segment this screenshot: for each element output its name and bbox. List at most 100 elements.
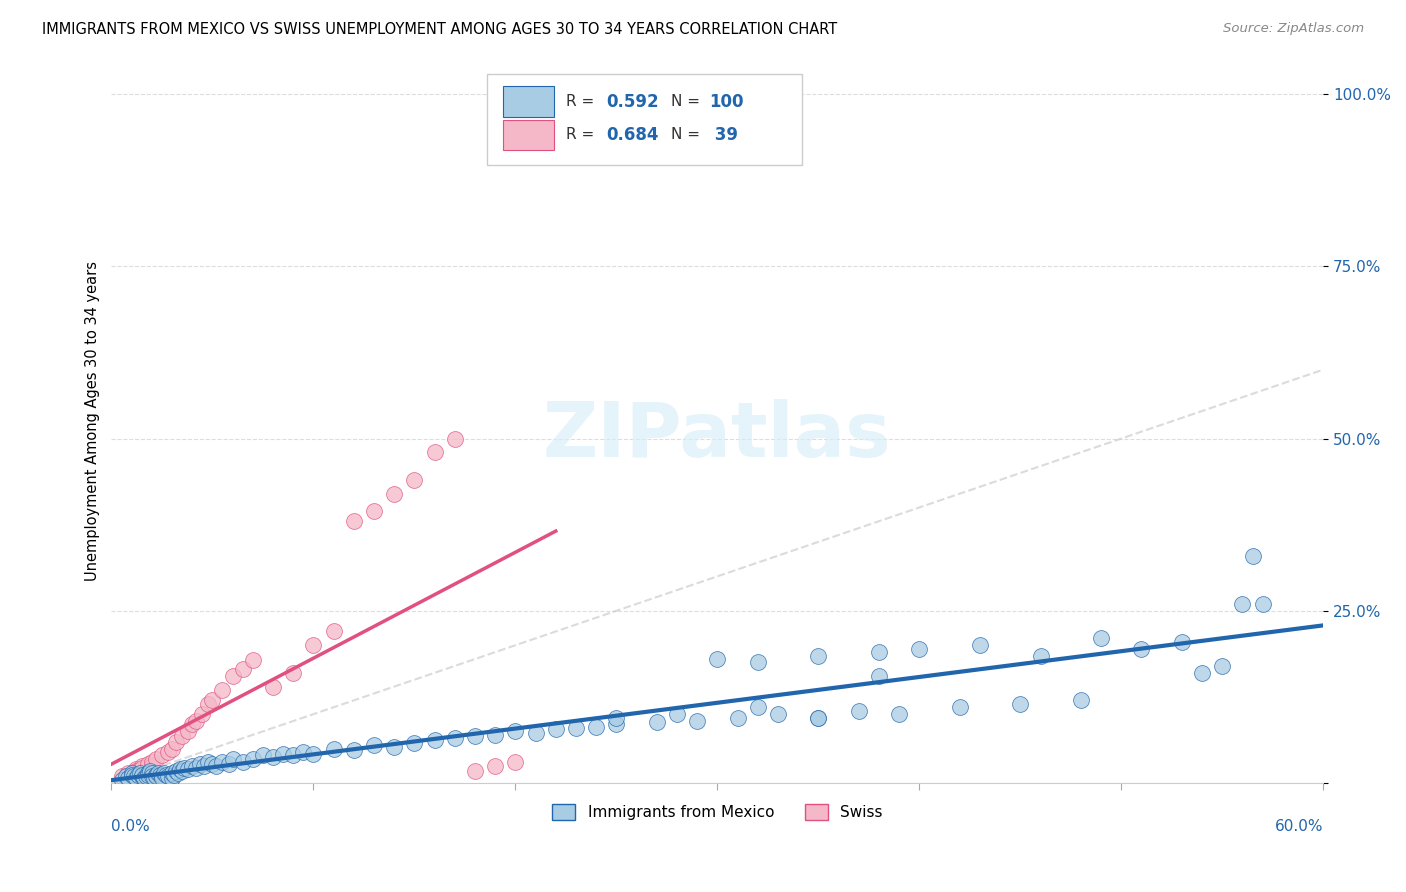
Point	[1029, 648, 1052, 663]
Point	[136, 756, 159, 771]
Point	[197, 756, 219, 770]
Point	[211, 756, 233, 770]
Point	[110, 772, 132, 787]
Point	[404, 736, 426, 750]
Text: 60.0%: 60.0%	[1275, 819, 1323, 834]
Point	[145, 768, 167, 782]
Point	[131, 759, 153, 773]
Point	[747, 700, 769, 714]
Point	[121, 768, 143, 782]
Point	[363, 504, 385, 518]
Point	[807, 710, 830, 724]
Point	[969, 638, 991, 652]
Point	[160, 765, 183, 780]
Point	[505, 724, 527, 739]
Point	[1232, 597, 1254, 611]
Point	[197, 697, 219, 711]
Point	[114, 769, 136, 783]
Point	[343, 514, 366, 528]
Point	[252, 748, 274, 763]
Point	[262, 750, 284, 764]
Legend: Immigrants from Mexico, Swiss: Immigrants from Mexico, Swiss	[547, 797, 889, 826]
Point	[283, 665, 305, 680]
Text: N =: N =	[671, 94, 706, 109]
Point	[322, 624, 344, 639]
Point	[132, 771, 155, 785]
Point	[121, 768, 143, 782]
Point	[232, 756, 254, 770]
Point	[524, 726, 547, 740]
Point	[949, 700, 972, 714]
Point	[382, 486, 405, 500]
Point	[283, 748, 305, 763]
Text: 0.592: 0.592	[606, 93, 658, 111]
Point	[908, 641, 931, 656]
Point	[145, 752, 167, 766]
Point	[404, 473, 426, 487]
Point	[605, 717, 627, 731]
Point	[124, 771, 146, 785]
Point	[186, 714, 208, 728]
Point	[868, 669, 890, 683]
Point	[172, 764, 194, 778]
Point	[1191, 665, 1213, 680]
Text: R =: R =	[565, 128, 599, 143]
Y-axis label: Unemployment Among Ages 30 to 34 years: Unemployment Among Ages 30 to 34 years	[86, 261, 100, 582]
Point	[464, 764, 486, 778]
Point	[706, 652, 728, 666]
Point	[1070, 693, 1092, 707]
Text: R =: R =	[565, 94, 599, 109]
Point	[665, 707, 688, 722]
Text: ZIPatlas: ZIPatlas	[543, 399, 891, 473]
Point	[484, 728, 506, 742]
Point	[221, 752, 243, 766]
Point	[464, 729, 486, 743]
Point	[117, 765, 139, 780]
Point	[807, 710, 830, 724]
Point	[165, 764, 187, 778]
Point	[188, 756, 211, 771]
Point	[1130, 641, 1153, 656]
Point	[163, 768, 186, 782]
Point	[160, 771, 183, 785]
Point	[156, 745, 179, 759]
Point	[141, 756, 163, 770]
Point	[193, 759, 215, 773]
Point	[201, 756, 224, 771]
Text: 39: 39	[709, 126, 738, 144]
Point	[141, 759, 163, 773]
Point	[423, 733, 446, 747]
Point	[167, 765, 190, 780]
Point	[186, 761, 208, 775]
Point	[173, 761, 195, 775]
Point	[117, 771, 139, 785]
Point	[150, 771, 173, 785]
Point	[135, 769, 157, 783]
Point	[160, 741, 183, 756]
Point	[145, 769, 167, 783]
Point	[443, 731, 465, 746]
Point	[1251, 597, 1274, 611]
Text: N =: N =	[671, 128, 706, 143]
Point	[242, 752, 264, 766]
FancyBboxPatch shape	[486, 74, 803, 164]
FancyBboxPatch shape	[503, 120, 554, 150]
Point	[169, 762, 191, 776]
FancyBboxPatch shape	[503, 87, 554, 117]
Point	[868, 645, 890, 659]
Point	[645, 715, 668, 730]
Point	[262, 680, 284, 694]
Point	[1010, 697, 1032, 711]
Point	[302, 638, 325, 652]
Text: 0.684: 0.684	[606, 126, 658, 144]
Point	[128, 765, 150, 780]
Point	[848, 704, 870, 718]
Text: 0.0%: 0.0%	[111, 819, 150, 834]
Point	[121, 765, 143, 780]
Point	[232, 662, 254, 676]
Point	[382, 740, 405, 755]
Point	[150, 769, 173, 783]
Point	[887, 707, 910, 722]
Point	[484, 759, 506, 773]
Point	[124, 764, 146, 778]
